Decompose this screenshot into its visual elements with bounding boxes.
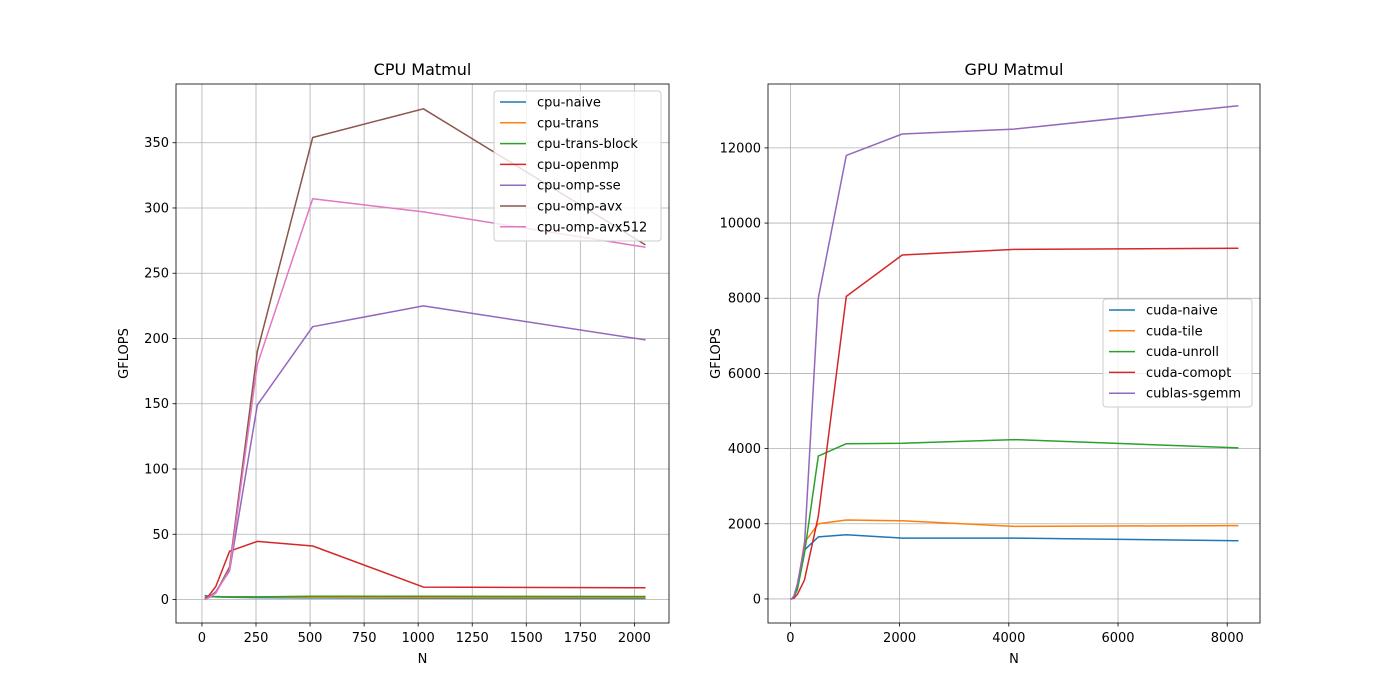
x-tick-label: 750 [352, 631, 377, 646]
series-line-cublas-sgemm [790, 104, 1239, 600]
axes-frame [175, 83, 670, 624]
legend-label-cpu-omp-sse: cpu-omp-sse [537, 179, 621, 194]
chart-title: CPU Matmul [374, 60, 472, 79]
x-tick-label: 8000 [1211, 631, 1244, 646]
legend-label-cpu-naive: cpu-naive [537, 96, 601, 111]
y-tick-label: 250 [144, 267, 169, 282]
series-line-cpu-omp-avx512 [204, 198, 646, 601]
y-tick-label: 0 [161, 593, 169, 608]
series-line-cpu-openmp [204, 540, 646, 600]
x-tick-label: 0 [198, 631, 206, 646]
x-tick-label: 1250 [456, 631, 489, 646]
y-tick-label: 200 [144, 332, 169, 347]
legend-label-cpu-openmp: cpu-openmp [537, 158, 619, 173]
legend-label-cuda-tile: cuda-tile [1146, 324, 1203, 339]
y-tick-label: 8000 [728, 292, 761, 307]
gpu-matmul-chart: 0 2000 4000 6000 8000 0 2000 4000 6000 8000 10000 1… [709, 60, 1261, 667]
y-tick-label: 4000 [728, 442, 761, 457]
y-tick-label: 50 [152, 528, 169, 543]
y-tick-label: 100 [144, 463, 169, 478]
legend: cuda-naive cuda-tile cuda-unroll cuda-comop… [1102, 298, 1253, 408]
x-tick-label: 0 [786, 631, 794, 646]
legend-label-cuda-naive: cuda-naive [1146, 304, 1218, 319]
y-tick-label: 6000 [728, 367, 761, 382]
legend-label-cpu-omp-avx512: cpu-omp-avx512 [537, 220, 647, 235]
y-tick-label: 350 [144, 136, 169, 151]
cpu-matmul-chart: 0 250 500 750 1000 1250 1500 1750 2000 0 50 100 150 2… [117, 60, 670, 667]
legend-label-cuda-unroll: cuda-unroll [1146, 345, 1219, 360]
x-tick-label: 1500 [510, 631, 543, 646]
y-tick-label: 12000 [720, 141, 761, 156]
chart-title: GPU Matmul [965, 60, 1064, 79]
legend-box [493, 90, 662, 242]
x-tick-label: 250 [244, 631, 269, 646]
legend-label-cpu-trans: cpu-trans [537, 116, 599, 131]
y-tick-label: 10000 [720, 217, 761, 232]
x-tick-label: 500 [298, 631, 323, 646]
y-tick-label: 300 [144, 201, 169, 216]
legend-label-cpu-omp-avx: cpu-omp-avx [537, 200, 623, 215]
x-axis-label: N [1009, 652, 1019, 667]
x-tick-label: 6000 [1101, 631, 1134, 646]
x-tick-label: 1000 [402, 631, 435, 646]
y-tick-label: 2000 [728, 517, 761, 532]
legend-label-cublas-sgemm: cublas-sgemm [1146, 387, 1241, 402]
legend: cpu-naive cpu-trans cpu-trans-block cpu-ope… [493, 90, 662, 242]
legend-label-cpu-trans-block: cpu-trans-block [537, 137, 638, 152]
x-tick-label: 2000 [883, 631, 916, 646]
y-axis-label: GFLOPS [117, 328, 132, 379]
x-tick-label: 4000 [992, 631, 1025, 646]
legend-box [1102, 298, 1253, 408]
y-tick-label: 150 [144, 397, 169, 412]
x-axis-label: N [418, 652, 428, 667]
x-tick-label: 2000 [618, 631, 651, 646]
legend-label-cuda-comopt: cuda-comopt [1146, 366, 1231, 381]
x-tick-label: 1750 [564, 631, 597, 646]
y-tick-label: 0 [753, 592, 761, 607]
axes-frame [767, 83, 1261, 624]
y-axis-label: GFLOPS [709, 328, 724, 379]
